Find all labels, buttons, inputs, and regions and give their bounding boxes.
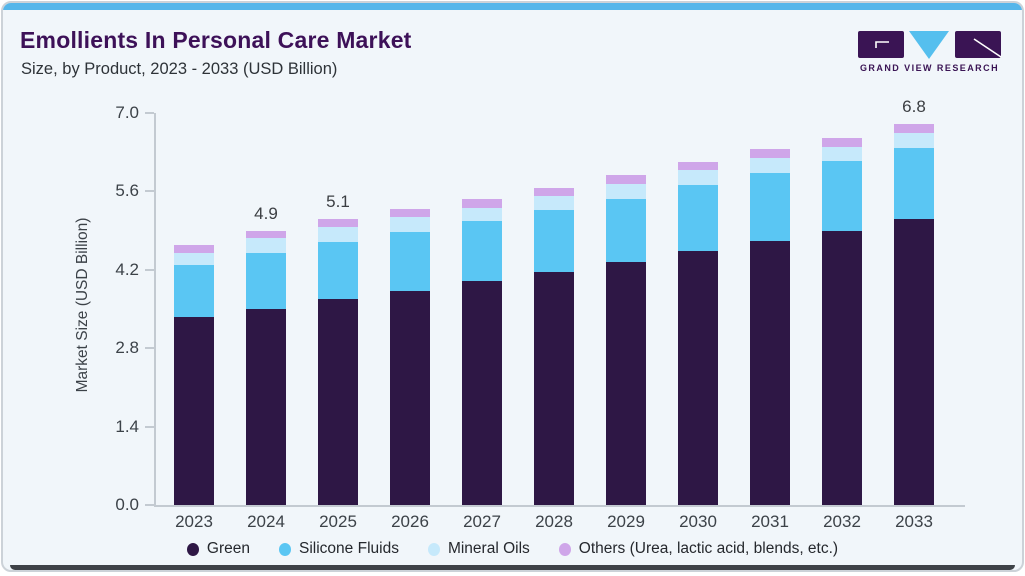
gvr-logo-text: GRAND VIEW RESEARCH (859, 63, 1000, 73)
bar-segment (894, 124, 934, 134)
bar-segment (750, 241, 790, 505)
y-tick-label: 2.8 (115, 338, 139, 358)
y-tick-mark (145, 190, 154, 193)
y-tick-label: 7.0 (115, 103, 139, 122)
legend-dot-icon (279, 542, 292, 556)
y-axis-line (154, 113, 156, 505)
bar-total-label: 4.9 (254, 203, 278, 223)
legend-dot-icon (427, 542, 440, 556)
bar-segment (678, 161, 718, 170)
x-axis-category-label: 2027 (463, 512, 501, 531)
chart-legend: Green Silicone Fluids Mineral Oils Others (… (3, 540, 1022, 558)
x-axis-category-label: 2025 (319, 512, 357, 531)
y-tick-label: 1.4 (115, 416, 139, 436)
bar-segment (174, 264, 214, 318)
bar-segment (894, 219, 934, 505)
y-tick-label: 5.6 (115, 181, 139, 201)
y-tick-mark (145, 268, 154, 271)
x-axis-category-label: 2028 (535, 512, 573, 531)
bar-segment (534, 196, 574, 210)
bar-segment (318, 242, 358, 300)
page-title: Emollients In Personal Care Market (20, 27, 412, 53)
bar-segment (678, 184, 718, 251)
bar-segment (678, 169, 718, 185)
bar-segment (822, 146, 862, 162)
bar-segment (750, 173, 790, 242)
x-axis-category-label: 2026 (391, 512, 429, 531)
bar-segment (534, 209, 574, 273)
legend-item: Others (Urea, lactic acid, blends, etc.) (558, 540, 839, 558)
bar-segment (606, 184, 646, 199)
x-axis-category-label: 2033 (895, 512, 933, 531)
x-axis-category-label: 2032 (823, 512, 861, 531)
legend-dot-icon (186, 542, 199, 556)
x-axis-category-label: 2029 (607, 512, 645, 531)
bar-segment (534, 188, 574, 197)
y-tick-mark (145, 112, 154, 114)
card-bottom-shadow (10, 565, 1015, 570)
bar-segment (750, 149, 790, 159)
legend-label: Silicone Fluids (299, 540, 399, 557)
bar-segment (462, 281, 502, 505)
bar-segment (750, 158, 790, 174)
stacked-bar-chart: Market Size (USD Billion) 0.0 1.4 2.8 4.2 5.… (3, 3, 1022, 570)
bar-total-label: 5.1 (326, 192, 350, 212)
bar-segment (894, 133, 934, 149)
grand-view-research-logo: GRAND VIEW RESEARCH (856, 29, 1003, 79)
bar-segment (462, 198, 502, 208)
legend-label: Others (Urea, lactic acid, blends, etc.) (578, 540, 839, 557)
bar-segment (894, 148, 934, 220)
bar-segment (822, 231, 862, 505)
bar-segment (822, 161, 862, 232)
legend-item: Silicone Fluids (279, 540, 399, 558)
bar-segment (606, 261, 646, 505)
y-tick-mark (145, 425, 154, 428)
bar-segment (390, 232, 430, 292)
x-axis-category-label: 2030 (679, 512, 717, 531)
y-tick-mark (145, 504, 154, 506)
bar-segment (390, 208, 430, 217)
x-axis-category-label: 2031 (751, 512, 789, 531)
bar-segment (174, 317, 214, 505)
legend-dot-icon (558, 542, 571, 556)
bar-segment (246, 230, 286, 239)
bar-segment (246, 238, 286, 253)
bar-segment (534, 272, 574, 505)
bar-segment (390, 216, 430, 233)
bar-segment (174, 244, 214, 253)
bar-segment (678, 250, 718, 505)
legend-item: Mineral Oils (427, 540, 530, 558)
legend-label: Green (206, 540, 251, 557)
bar-segment (174, 253, 214, 265)
y-tick-label: 0.0 (115, 495, 139, 514)
bar-segment (318, 299, 358, 505)
legend-item: Green (186, 540, 251, 558)
legend-label: Mineral Oils (447, 540, 530, 557)
bar-segment (606, 198, 646, 262)
x-axis-category-label: 2023 (175, 512, 213, 531)
top-accent-bar (3, 3, 1022, 10)
bar-segment (606, 174, 646, 185)
gvr-logo-icon (858, 31, 1002, 59)
bar-total-label: 6.8 (902, 97, 926, 117)
bar-segment (246, 309, 286, 505)
bar-segment (390, 291, 430, 505)
page-subtitle: Size, by Product, 2023 - 2033 (USD Billi… (21, 60, 338, 78)
bar-segment (462, 220, 502, 281)
y-tick-label: 4.2 (115, 259, 139, 279)
x-axis-category-label: 2024 (247, 512, 285, 531)
bar-segment (318, 219, 358, 228)
y-axis-title: Market Size (USD Billion) (74, 217, 91, 393)
bar-segment (246, 253, 286, 309)
x-axis-line (154, 505, 965, 507)
bar-segment (462, 207, 502, 221)
bar-segment (318, 227, 358, 243)
bar-segment (822, 138, 862, 147)
y-tick-mark (145, 347, 154, 350)
